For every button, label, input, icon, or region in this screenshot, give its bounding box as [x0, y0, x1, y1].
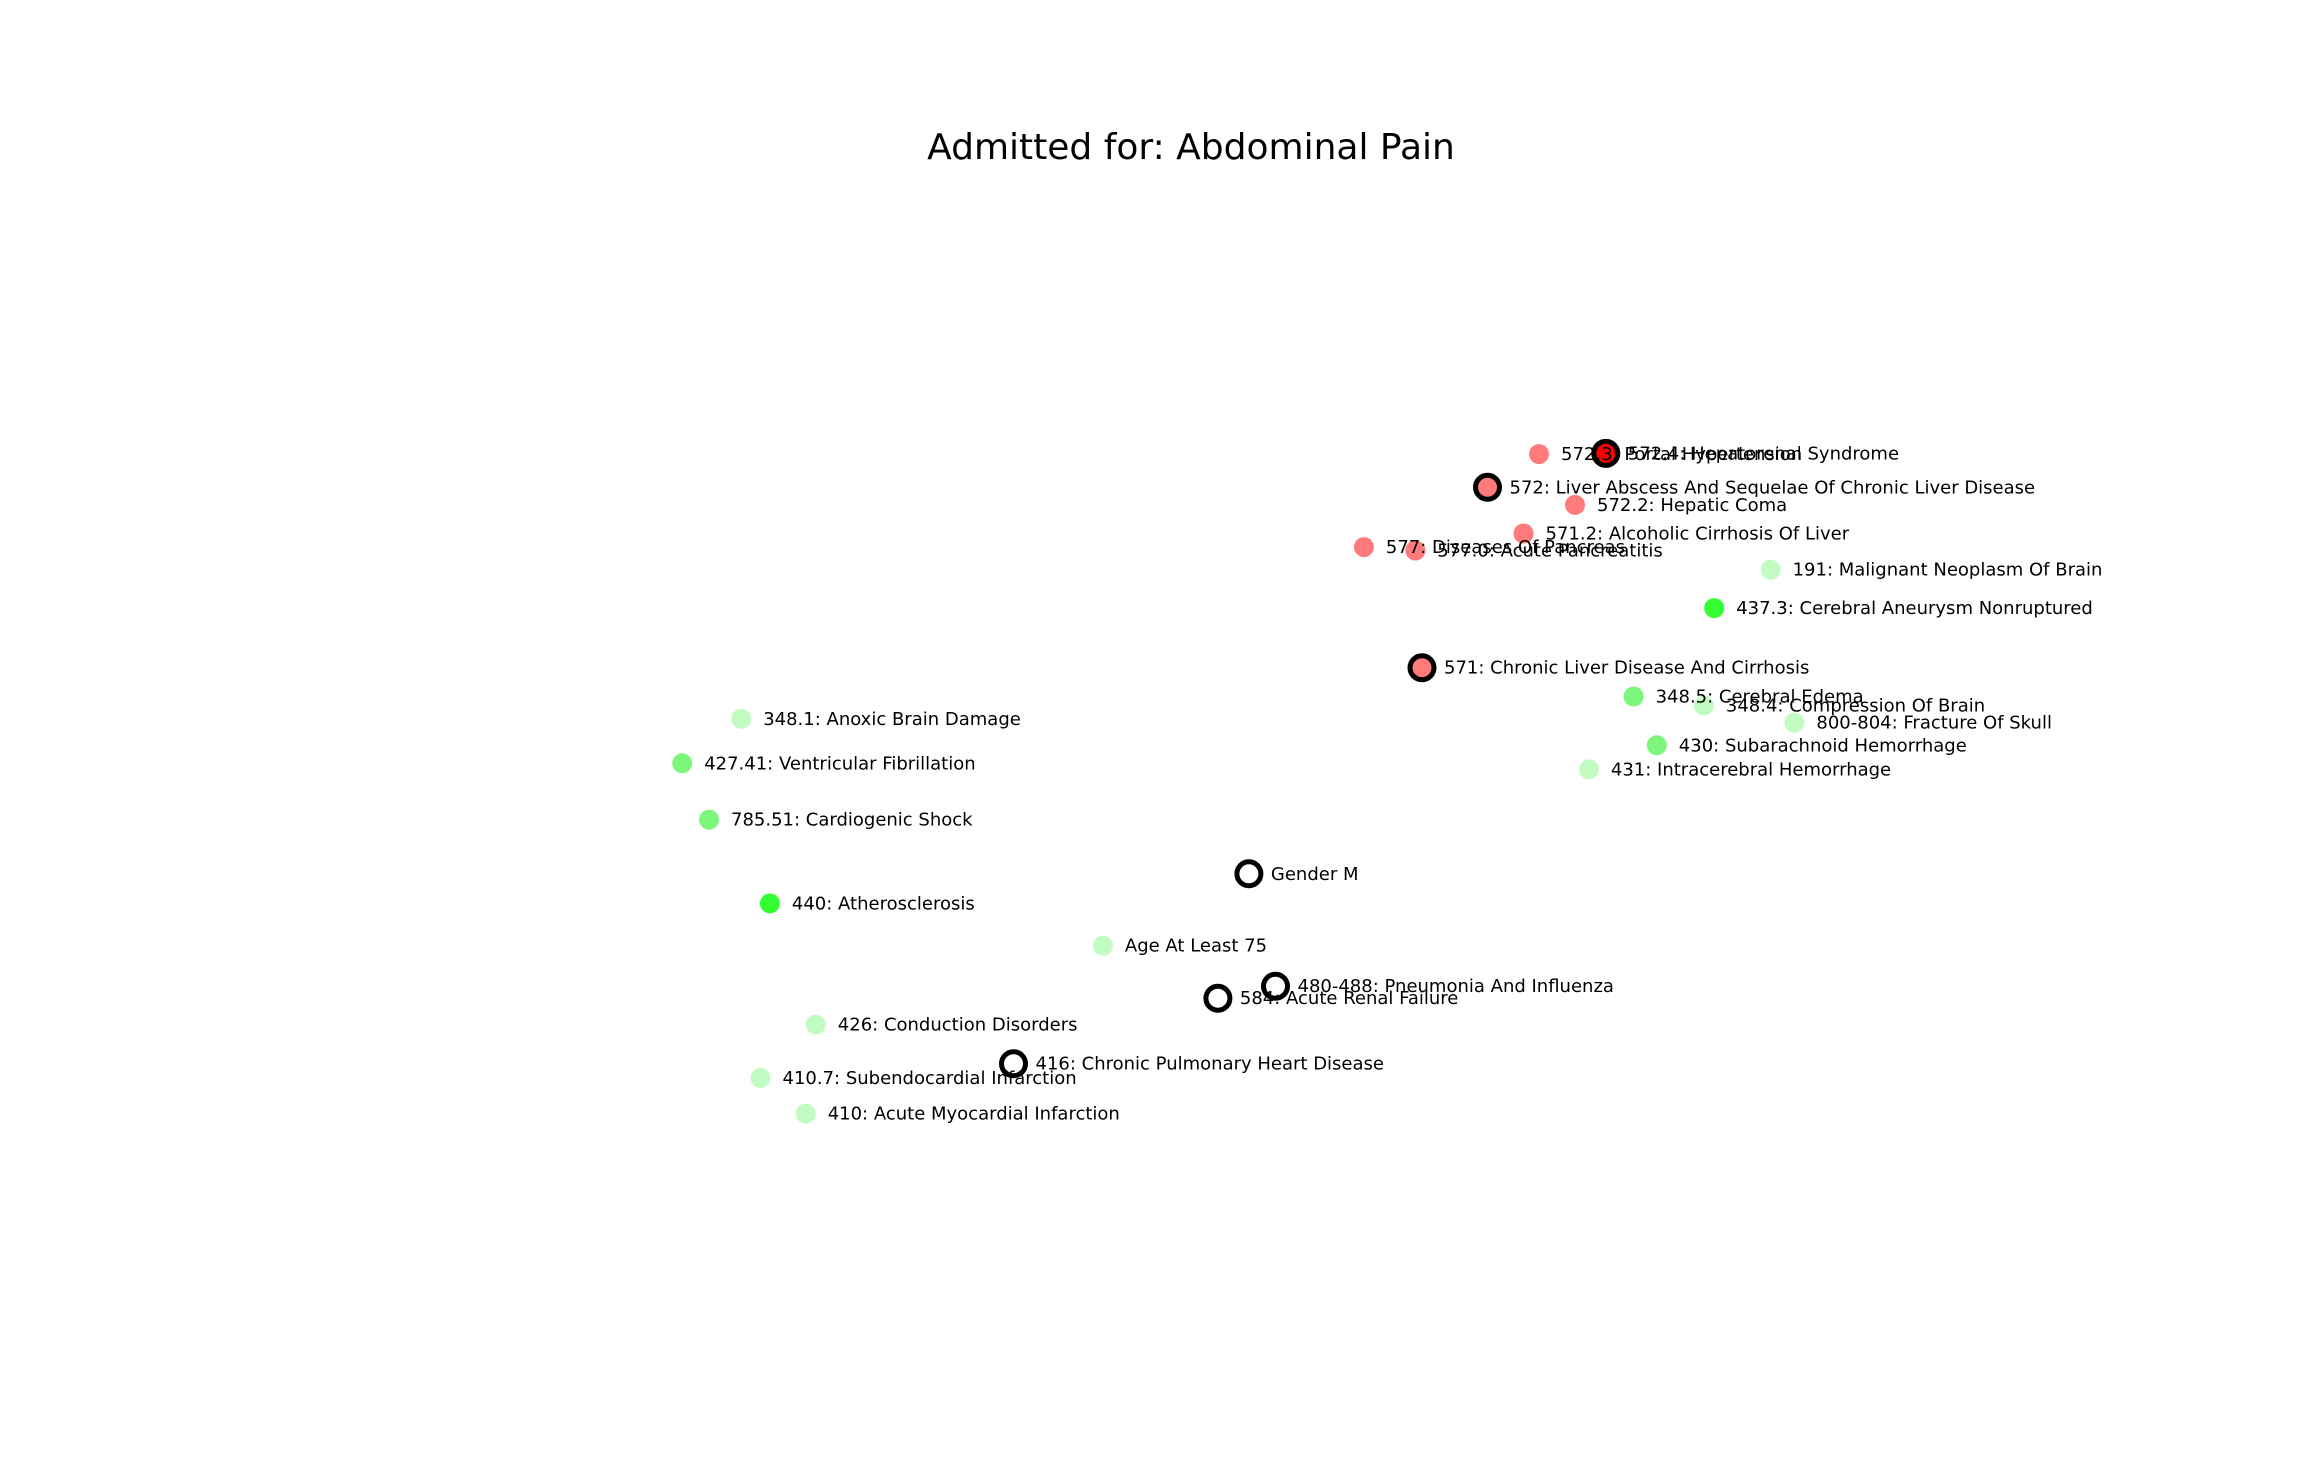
node-571-2-alcoholic-cirrhosis-of-liver [1513, 523, 1534, 544]
node-label-age-at-least-75: Age At Least 75 [1125, 936, 1267, 957]
node-label-410-7-subendocardial-infarction: 410.7: Subendocardial Infarction [783, 1068, 1077, 1089]
node-191-malignant-neoplasm-of-brain [1760, 559, 1781, 580]
node-572-liver-abscess-and-sequelae-of-chronic-liver-disease [1473, 472, 1502, 502]
node-480-488-pneumonia-and-influenza [1261, 971, 1290, 1001]
node-label-431-intracerebral-hemorrhage: 431: Intracerebral Hemorrhage [1611, 759, 1891, 780]
node-416-chronic-pulmonary-heart-disease [999, 1049, 1028, 1079]
node-label-416-chronic-pulmonary-heart-disease: 416: Chronic Pulmonary Heart Disease [1036, 1054, 1385, 1075]
node-label-410-acute-myocardial-infarction: 410: Acute Myocardial Infarction [828, 1104, 1120, 1125]
node-label-348-1-anoxic-brain-damage: 348.1: Anoxic Brain Damage [763, 709, 1021, 730]
node-572-3-portal-hypertension [1529, 444, 1549, 465]
node-label-480-488-pneumonia-and-influenza: 480-488: Pneumonia And Influenza [1298, 976, 1614, 997]
node-label-430-subarachnoid-hemorrhage: 430: Subarachnoid Hemorrhage [1679, 735, 1967, 756]
node-label-437-3-cerebral-aneurysm-nonruptured: 437.3: Cerebral Aneurysm Nonruptured [1736, 598, 2093, 619]
node-572-4-hepatorenal-syndrome [1591, 438, 1621, 468]
node-label-572-liver-abscess-and-sequelae-of-chronic-liver-disease: 572: Liver Abscess And Sequelae Of Chron… [1510, 477, 2036, 498]
node-410-acute-myocardial-infarction [795, 1103, 816, 1124]
node-427-41-ventricular-fibrillation [672, 753, 693, 774]
node-572-2-hepatic-coma [1565, 494, 1585, 515]
node-437-3-cerebral-aneurysm-nonruptured [1704, 598, 1725, 619]
node-426-conduction-disorders [805, 1014, 826, 1035]
node-gender-m [1234, 859, 1264, 889]
node-label-571-2-alcoholic-cirrhosis-of-liver: 571.2: Alcoholic Cirrhosis Of Liver [1546, 524, 1850, 545]
node-571-chronic-liver-disease-and-cirrhosis [1407, 653, 1437, 683]
node-410-7-subendocardial-infarction [750, 1067, 771, 1088]
chart-title: Admitted for: Abdominal Pain [927, 127, 1455, 168]
node-577-diseases-of-pancreas [1353, 537, 1374, 558]
node-431-intracerebral-hemorrhage [1578, 759, 1599, 780]
node-label-800-804-fracture-of-skull: 800-804: Fracture Of Skull [1816, 713, 2052, 734]
node-348-5-cerebral-edema [1623, 686, 1644, 707]
node-577-0-acute-pancreatitis [1405, 540, 1426, 561]
node-label-348-4-compression-of-brain: 348.4: Compression Of Brain [1726, 696, 1985, 717]
nodes-layer [672, 438, 1805, 1124]
node-age-at-least-75 [1092, 935, 1113, 956]
node-label-572-4-hepatorenal-syndrome: 572.4: Hepatorenal Syndrome [1628, 443, 1899, 464]
node-label-577-diseases-of-pancreas: 577: Diseases Of Pancreas [1386, 537, 1625, 558]
node-label-gender-m: Gender M [1271, 864, 1359, 885]
node-label-348-5-cerebral-edema: 348.5: Cerebral Edema [1656, 687, 1864, 708]
node-label-577-0-acute-pancreatitis: 577.0: Acute Pancreatitis [1437, 541, 1662, 562]
node-label-426-conduction-disorders: 426: Conduction Disorders [838, 1015, 1078, 1036]
node-label-785-51-cardiogenic-shock: 785.51: Cardiogenic Shock [731, 810, 973, 831]
node-label-427-41-ventricular-fibrillation: 427.41: Ventricular Fibrillation [704, 753, 975, 774]
node-800-804-fracture-of-skull [1784, 712, 1805, 733]
node-584-acute-renal-failure [1203, 983, 1233, 1013]
node-label-584-acute-renal-failure: 584: Acute Renal Failure [1240, 988, 1458, 1009]
node-348-1-anoxic-brain-damage [731, 708, 752, 729]
node-label-440-atherosclerosis: 440: Atherosclerosis [792, 893, 975, 914]
node-label-572-3-portal-hypertension: 572.3: Portal Hypertension [1561, 444, 1802, 465]
node-label-572-2-hepatic-coma: 572.2: Hepatic Coma [1597, 495, 1787, 516]
node-785-51-cardiogenic-shock [699, 809, 719, 830]
node-label-571-chronic-liver-disease-and-cirrhosis: 571: Chronic Liver Disease And Cirrhosis [1444, 658, 1809, 679]
node-440-atherosclerosis [759, 893, 780, 914]
node-430-subarachnoid-hemorrhage [1646, 735, 1667, 756]
node-348-4-compression-of-brain [1693, 695, 1714, 716]
node-label-191-malignant-neoplasm-of-brain: 191: Malignant Neoplasm Of Brain [1793, 560, 2103, 581]
